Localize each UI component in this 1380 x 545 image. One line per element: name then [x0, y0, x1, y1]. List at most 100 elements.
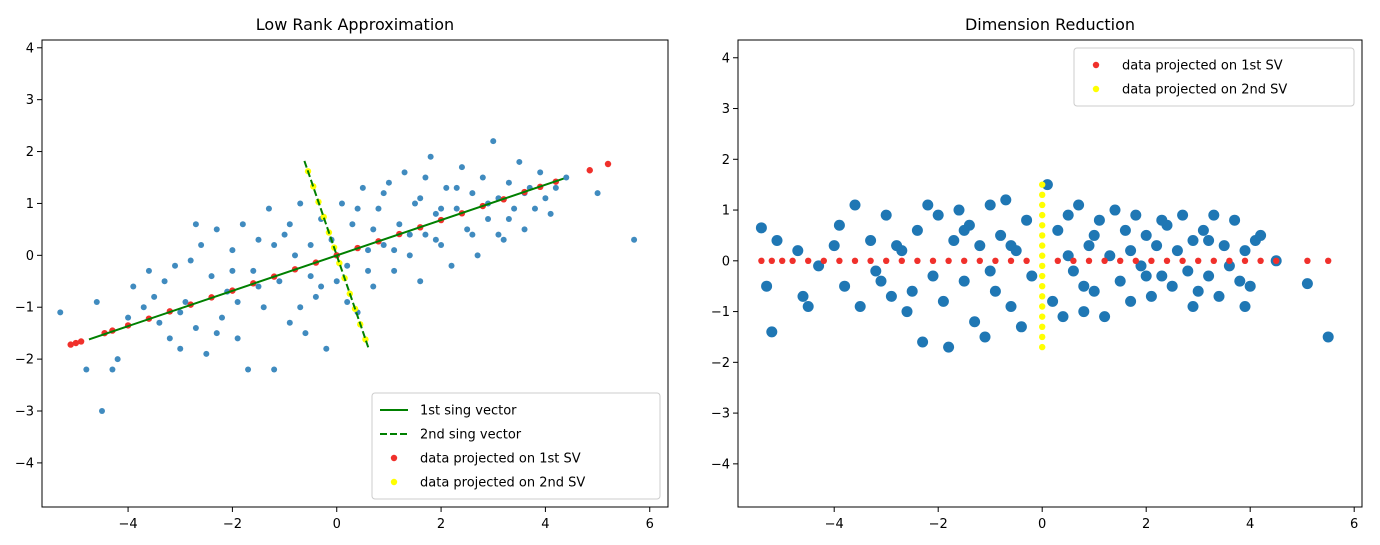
point-data	[1062, 209, 1074, 221]
point-data-projected-on-1st-sv	[1007, 257, 1015, 265]
point-data	[229, 267, 236, 274]
point-data	[422, 231, 429, 238]
point-data	[406, 231, 413, 238]
ticks-group: −4 −2 0 2 4 6 −4 −3 −2 −1 0 1 2 3 4	[15, 41, 654, 532]
x-tick-label: 0	[1038, 517, 1046, 532]
y-tick-label: −1	[711, 305, 730, 320]
y-tick-label: −2	[15, 353, 34, 368]
point-data	[563, 174, 570, 181]
point-data	[1041, 179, 1053, 191]
point-data	[797, 290, 809, 302]
point-data	[1239, 300, 1251, 312]
point-data	[505, 179, 512, 186]
point-data	[265, 205, 272, 212]
point-data	[1301, 278, 1313, 290]
point-data	[531, 205, 538, 212]
point-data	[318, 283, 325, 290]
point-data-projected-on-1st-sv	[929, 257, 937, 265]
point-data	[1187, 300, 1199, 312]
point-data	[1156, 270, 1168, 282]
point-data	[370, 226, 377, 233]
point-data	[245, 366, 252, 373]
point-data	[1218, 240, 1230, 252]
legend-label: data projected on 1st SV	[1122, 59, 1283, 74]
point-data	[1177, 209, 1189, 221]
point-data	[130, 283, 137, 290]
point-data	[427, 153, 434, 160]
point-data	[359, 184, 366, 191]
point-data	[755, 222, 767, 234]
point-data	[880, 209, 892, 221]
point-data	[1208, 209, 1220, 221]
point-data	[932, 209, 944, 221]
point-data	[172, 262, 179, 269]
point-data	[1229, 214, 1241, 226]
point-data	[448, 262, 455, 269]
legend-box	[1073, 47, 1355, 107]
point-data	[901, 306, 913, 318]
point-data	[1109, 204, 1121, 216]
point-data-projected-on-2nd-sv	[1039, 262, 1046, 270]
point-data	[490, 138, 497, 145]
point-data	[286, 221, 293, 228]
point-data	[250, 267, 257, 274]
point-data-projected-on-1st-sv	[1273, 257, 1280, 265]
point-data	[1239, 245, 1251, 257]
point-data	[1067, 265, 1079, 277]
point-data	[1021, 214, 1033, 226]
point-data	[1083, 240, 1095, 252]
point-data	[166, 335, 173, 342]
point-data	[505, 216, 512, 223]
point-data	[469, 231, 476, 238]
point-data	[995, 229, 1007, 241]
point-data	[1140, 229, 1152, 241]
x-tick-label: −4	[118, 517, 137, 532]
point-data	[1203, 235, 1215, 247]
legend-label: data projected on 1st SV	[420, 452, 581, 467]
point-data	[453, 184, 460, 191]
point-data	[234, 335, 241, 342]
legend: 1st sing vector 2nd sing vector data proje…	[371, 392, 661, 500]
point-data	[1062, 250, 1074, 262]
point-data	[271, 366, 278, 373]
point-data	[276, 278, 283, 285]
point-data	[391, 267, 398, 274]
series-data	[755, 179, 1334, 353]
point-data-projected-on-1st-sv	[1304, 257, 1311, 265]
point-data-projected-on-2nd-sv	[1039, 323, 1046, 330]
point-data-projected-on-1st-sv	[992, 257, 999, 265]
point-data-projected-on-2nd-sv	[1039, 232, 1046, 239]
y-tick-label: −3	[15, 405, 34, 420]
point-data-projected-on-1st-sv	[1241, 257, 1249, 265]
point-data	[443, 184, 450, 191]
point-data-projected-on-1st-sv	[836, 257, 843, 265]
point-data-projected-on-1st-sv	[883, 257, 890, 265]
point-data	[458, 164, 465, 171]
point-data-projected-on-1st-sv	[77, 338, 85, 345]
point-data	[813, 260, 825, 272]
y-tick-label: 1	[722, 204, 730, 219]
point-data	[1187, 235, 1199, 247]
point-data	[1052, 224, 1064, 236]
point-data-projected-on-2nd-sv	[1039, 252, 1046, 259]
chart-title: Dimension Reduction	[965, 15, 1135, 34]
point-data	[271, 241, 278, 248]
point-data	[125, 314, 132, 321]
point-data	[349, 221, 356, 228]
point-data	[766, 326, 778, 338]
point-data	[943, 341, 955, 353]
y-tick-label: −2	[711, 356, 730, 371]
point-data-projected-on-1st-sv	[1179, 257, 1186, 265]
point-data	[307, 273, 314, 280]
point-data	[854, 300, 866, 312]
point-data	[391, 247, 398, 254]
point-data	[260, 304, 267, 311]
point-data	[1234, 275, 1246, 287]
point-data	[958, 224, 970, 236]
point-data	[1213, 290, 1225, 302]
point-data	[761, 280, 773, 292]
point-data-projected-on-1st-sv	[604, 160, 612, 168]
point-data	[255, 236, 262, 243]
point-data	[594, 190, 601, 197]
point-data	[1125, 245, 1137, 257]
